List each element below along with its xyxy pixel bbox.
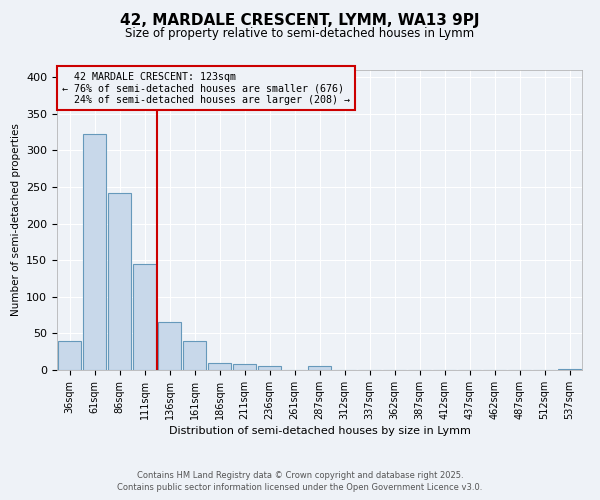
- Text: Contains HM Land Registry data © Crown copyright and database right 2025.
Contai: Contains HM Land Registry data © Crown c…: [118, 471, 482, 492]
- Bar: [233, 364, 256, 370]
- Bar: [208, 362, 231, 370]
- Text: 42 MARDALE CRESCENT: 123sqm
← 76% of semi-detached houses are smaller (676)
  24: 42 MARDALE CRESCENT: 123sqm ← 76% of sem…: [62, 72, 350, 104]
- Bar: [83, 134, 106, 370]
- Bar: [133, 264, 156, 370]
- Bar: [58, 340, 81, 370]
- Y-axis label: Number of semi-detached properties: Number of semi-detached properties: [11, 124, 20, 316]
- Bar: [108, 193, 131, 370]
- Bar: [308, 366, 331, 370]
- Bar: [558, 368, 581, 370]
- Bar: [158, 322, 181, 370]
- Text: 42, MARDALE CRESCENT, LYMM, WA13 9PJ: 42, MARDALE CRESCENT, LYMM, WA13 9PJ: [120, 12, 480, 28]
- X-axis label: Distribution of semi-detached houses by size in Lymm: Distribution of semi-detached houses by …: [169, 426, 470, 436]
- Text: Size of property relative to semi-detached houses in Lymm: Size of property relative to semi-detach…: [125, 28, 475, 40]
- Bar: [183, 340, 206, 370]
- Bar: [258, 366, 281, 370]
